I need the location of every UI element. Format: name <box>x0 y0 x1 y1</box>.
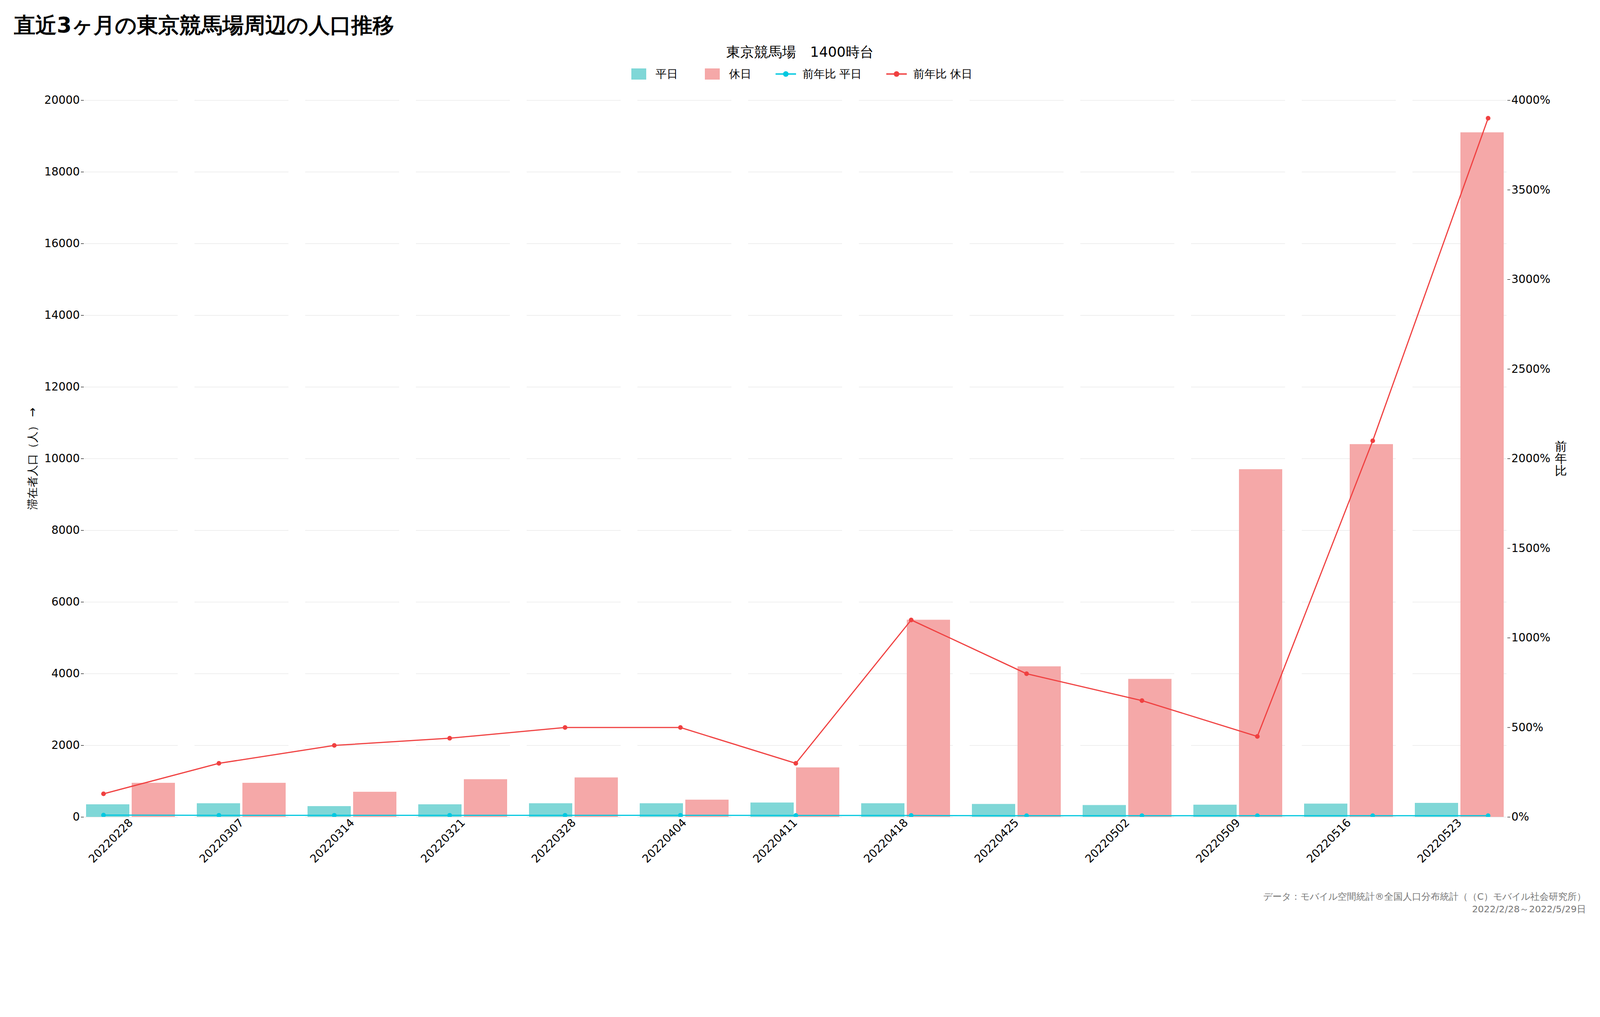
svg-text:1500%: 1500% <box>1511 541 1551 555</box>
svg-text:2500%: 2500% <box>1511 362 1551 376</box>
html-text:前年比 平日: 前年比 平日 <box>802 67 862 81</box>
html-text:直近3ヶ月の東京競馬場周辺の人口推移: 直近3ヶ月の東京競馬場周辺の人口推移 <box>13 12 395 38</box>
svg-text:10000: 10000 <box>44 451 80 465</box>
svg-text:20220314: 20220314 <box>307 815 357 865</box>
svg-text:20220328: 20220328 <box>528 815 579 865</box>
html-text:休日: 休日 <box>729 67 752 81</box>
svg-text:20220502: 20220502 <box>1082 815 1132 865</box>
html-text:東京競馬場 1400時台: 東京競馬場 1400時台 <box>726 43 874 61</box>
svg-text:20000: 20000 <box>44 93 80 107</box>
html-text:データ：モバイル空間統計®全国人口分布統計（（C）モバイル社: データ：モバイル空間統計®全国人口分布統計（（C）モバイル社会研究所） 2022… <box>1263 890 1587 915</box>
svg-text:2000%: 2000% <box>1511 451 1551 465</box>
svg-text:500%: 500% <box>1511 720 1544 734</box>
svg-text:20220425: 20220425 <box>971 815 1022 865</box>
svg-text:2000: 2000 <box>51 738 80 752</box>
html-text:平日: 平日 <box>655 67 678 81</box>
svg-text:滞在者人口（人） →: 滞在者人口（人） → <box>26 407 40 510</box>
svg-text:16000: 16000 <box>44 236 80 250</box>
svg-text:18000: 18000 <box>44 165 80 179</box>
svg-text:20220307: 20220307 <box>196 815 247 865</box>
svg-text:4000: 4000 <box>51 666 80 680</box>
svg-text:4000%: 4000% <box>1511 93 1551 107</box>
svg-text:20220228: 20220228 <box>86 815 136 865</box>
svg-text:20220509: 20220509 <box>1193 815 1243 865</box>
svg-text:前年比: 前年比 <box>1554 439 1567 478</box>
svg-text:20220523: 20220523 <box>1414 815 1465 865</box>
svg-text:14000: 14000 <box>44 308 80 322</box>
svg-text:6000: 6000 <box>51 595 80 609</box>
svg-text:3500%: 3500% <box>1511 183 1551 197</box>
svg-text:1000%: 1000% <box>1511 630 1551 644</box>
svg-text:20220321: 20220321 <box>418 815 468 865</box>
svg-text:20220411: 20220411 <box>750 815 800 865</box>
svg-text:20220516: 20220516 <box>1304 815 1354 865</box>
svg-text:20220404: 20220404 <box>639 815 690 865</box>
svg-text:20220418: 20220418 <box>861 815 911 865</box>
svg-text:0%: 0% <box>1511 810 1530 824</box>
html-text:前年比 休日: 前年比 休日 <box>913 67 973 81</box>
svg-text:8000: 8000 <box>51 523 80 537</box>
svg-text:3000%: 3000% <box>1511 272 1551 286</box>
svg-text:0: 0 <box>72 810 80 824</box>
svg-text:12000: 12000 <box>44 380 80 394</box>
